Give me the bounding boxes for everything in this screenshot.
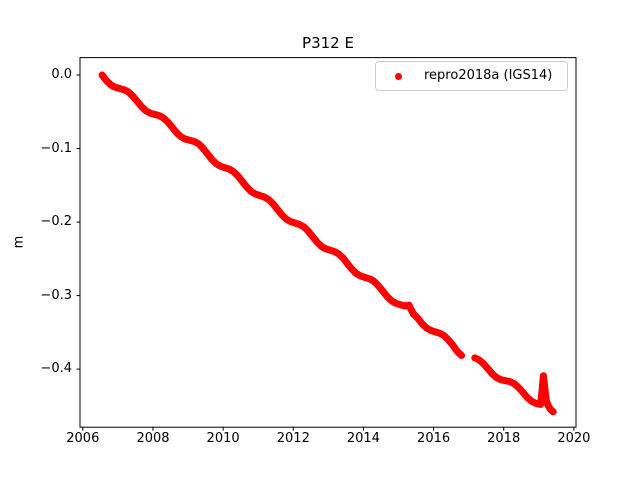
x-tick-label: 2006 [66, 431, 100, 446]
chart-title: P312 E [302, 34, 354, 52]
x-tick-label: 2008 [136, 431, 170, 446]
x-tick-label: 2018 [487, 431, 521, 446]
x-tick-label: 2014 [346, 431, 380, 446]
data-series [98, 71, 557, 416]
x-tick-label: 2016 [417, 431, 451, 446]
y-tick-label: −0.1 [40, 140, 72, 156]
x-tick-label: 2020 [557, 431, 591, 446]
y-tick-label: −0.4 [40, 361, 72, 377]
x-tick-label: 2010 [206, 431, 240, 446]
plot-spines [79, 57, 577, 428]
y-tick-label: 0.0 [51, 67, 72, 82]
legend-label: repro2018a (IGS14) [424, 68, 553, 83]
y-tick-label: −0.3 [40, 287, 72, 303]
legend-marker-dot [395, 72, 402, 80]
x-tick-label: 2012 [276, 431, 310, 446]
y-tick-label: −0.2 [40, 214, 72, 230]
legend: repro2018a (IGS14) [375, 61, 568, 91]
